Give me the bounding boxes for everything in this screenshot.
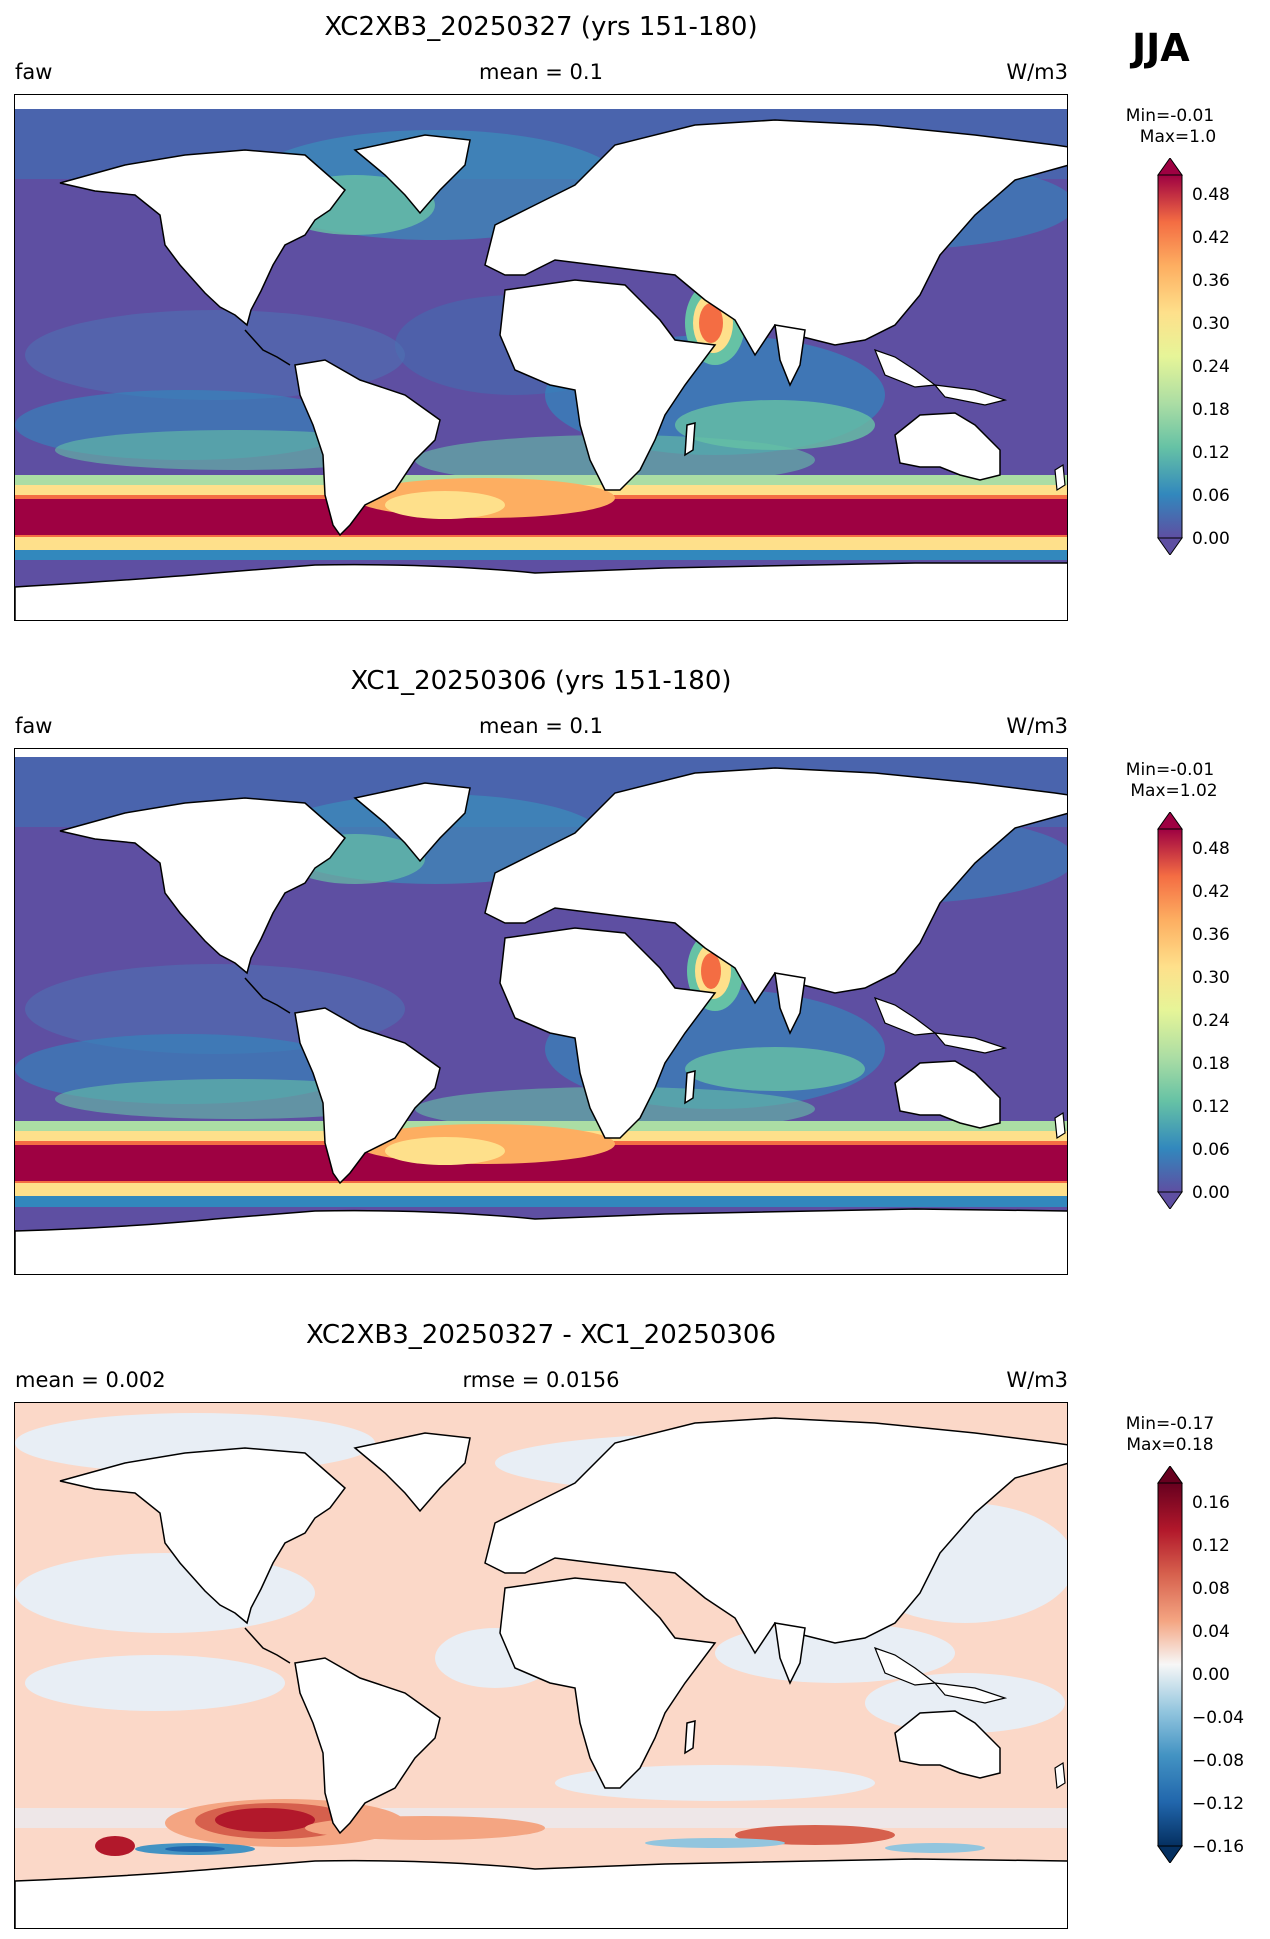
panel-3-tick: −0.08 (1192, 1751, 1245, 1771)
panel-2-units-label: W/m3 (1006, 714, 1068, 738)
panel-3-units-label: W/m3 (1006, 1368, 1068, 1392)
panel-2-title: XC1_20250306 (yrs 151-180) (350, 666, 732, 696)
panel-2-tick: 0.24 (1192, 1011, 1230, 1031)
panel-3-tick: 0.16 (1192, 1493, 1230, 1513)
panel-2-colorbar (1157, 812, 1183, 1209)
panel-3-tick: 0.08 (1192, 1579, 1230, 1599)
panel-1-tick: 0.48 (1192, 185, 1230, 205)
panel-3-mean-label: mean = 0.002 (15, 1368, 166, 1392)
panel-2-tick: 0.30 (1192, 968, 1230, 988)
panel-1-tick: 0.00 (1192, 529, 1230, 549)
panel-3-map (14, 1402, 1068, 1929)
panel-1-mean-label: mean = 0.1 (479, 60, 603, 84)
panel-1-colorbar (1157, 158, 1183, 555)
panel-1-tick: 0.42 (1192, 228, 1230, 248)
panel-1-variable-label: faw (15, 60, 53, 84)
panel-1-tick: 0.24 (1192, 357, 1230, 377)
panel-3-tick: 0.00 (1192, 1665, 1230, 1685)
panel-3-max-label: Max=0.18 (1126, 1435, 1214, 1455)
panel-3-tick: −0.12 (1192, 1794, 1245, 1814)
panel-3-tick: 0.12 (1192, 1536, 1230, 1556)
panel-1-title: XC2XB3_20250327 (yrs 151-180) (324, 12, 758, 42)
panel-2-tick: 0.48 (1192, 839, 1230, 859)
panel-1-min-label: Min=-0.01 (1125, 106, 1215, 126)
panel-2-min-label: Min=-0.01 (1125, 760, 1215, 780)
panel-3-title: XC2XB3_20250327 - XC1_20250306 (305, 1320, 776, 1350)
panel-3-tick: −0.04 (1192, 1708, 1245, 1728)
panel-2-map (14, 748, 1068, 1275)
panel-1-map (14, 94, 1068, 621)
panel-1-tick: 0.06 (1192, 486, 1230, 506)
panel-1-tick: 0.36 (1192, 271, 1230, 291)
panel-1-tick: 0.12 (1192, 443, 1230, 463)
panel-1-tick: 0.30 (1192, 314, 1230, 334)
panel-3-tick: 0.04 (1192, 1622, 1230, 1642)
panel-1-tick: 0.18 (1192, 400, 1230, 420)
panel-1-max-label: Max=1.0 (1139, 127, 1217, 147)
panel-3-colorbar (1157, 1466, 1183, 1863)
panel-2-tick: 0.00 (1192, 1183, 1230, 1203)
panel-3-tick: −0.16 (1192, 1837, 1245, 1857)
panel-2-tick: 0.18 (1192, 1054, 1230, 1074)
panel-3-min-label: Min=-0.17 (1125, 1414, 1215, 1434)
season-label: JJA (1132, 26, 1190, 70)
panel-2-variable-label: faw (15, 714, 53, 738)
panel-1-units-label: W/m3 (1006, 60, 1068, 84)
panel-2-tick: 0.12 (1192, 1097, 1230, 1117)
panel-2-tick: 0.42 (1192, 882, 1230, 902)
panel-2-tick: 0.06 (1192, 1140, 1230, 1160)
panel-2-mean-label: mean = 0.1 (479, 714, 603, 738)
panel-3-rmse-label: rmse = 0.0156 (462, 1368, 620, 1392)
panel-2-tick: 0.36 (1192, 925, 1230, 945)
panel-2-max-label: Max=1.02 (1130, 781, 1218, 801)
